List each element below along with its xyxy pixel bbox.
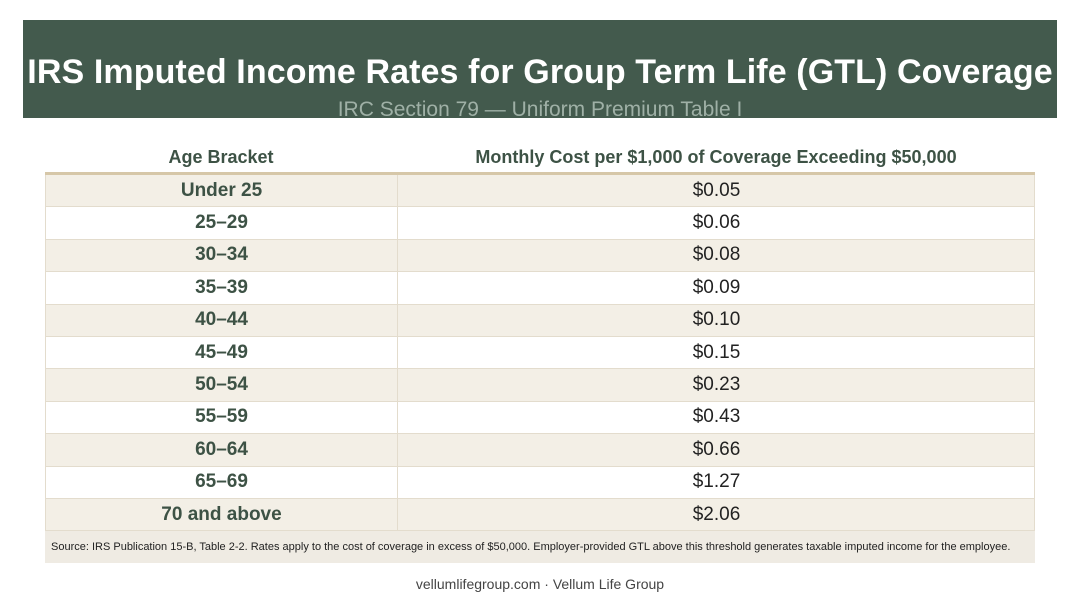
rate-cell: $0.09 [692,276,741,298]
rates-table: Age Bracket Monthly Cost per $1,000 of C… [45,140,1035,564]
rate-cell: $0.66 [692,438,741,460]
age-cell: 55–59 [46,401,398,434]
page-subtitle: IRC Section 79 — Uniform Premium Table I [337,98,743,121]
table-row: 55–59 $0.43 [46,401,1034,435]
table-row: 45–49 $0.15 [46,336,1034,370]
title-banner: IRS Imputed Income Rates for Group Term … [23,20,1057,121]
table-row: 70 and above $2.06 [46,498,1034,532]
rate-cell: $0.05 [692,179,741,201]
table-row: 50–54 $0.23 [46,369,1034,402]
table-row: 35–39 $0.09 [46,272,1034,305]
rate-cell: $0.15 [692,341,741,363]
age-cell: Under 25 [46,175,398,207]
age-cell: 45–49 [46,336,398,369]
age-cell: 50–54 [46,369,398,401]
table-row: Under 25 $0.05 [46,175,1034,208]
rate-cell: $2.06 [692,503,741,525]
table-row: 30–34 $0.08 [46,239,1034,273]
column-header-age-bracket: Age Bracket [168,147,274,167]
footer-attribution: vellumlifegroup.com · Vellum Life Group [415,576,665,592]
table-row: 60–64 $0.66 [46,434,1034,467]
table-body: Under 25 $0.05 25–29 $0.06 30–34 $0.08 3… [45,175,1035,532]
table-row: 40–44 $0.10 [46,304,1034,337]
age-cell: 40–44 [46,304,398,336]
rate-cell: $0.43 [692,406,741,428]
rate-cell: $0.08 [692,244,741,266]
table-row: 65–69 $1.27 [46,466,1034,499]
column-header-monthly-cost: Monthly Cost per $1,000 of Coverage Exce… [475,147,957,167]
age-cell: 60–64 [46,434,398,466]
rate-cell: $0.23 [692,374,741,396]
source-note: Source: IRS Publication 15-B, Table 2-2.… [45,531,1035,564]
age-cell: 65–69 [46,466,398,498]
age-cell: 70 and above [46,498,398,531]
age-cell: 25–29 [46,207,398,239]
table-row: 25–29 $0.06 [46,207,1034,240]
rate-cell: $0.06 [692,212,741,234]
rate-cell: $0.10 [692,309,741,331]
age-cell: 35–39 [46,272,398,304]
rate-cell: $1.27 [692,471,741,493]
page-title: IRS Imputed Income Rates for Group Term … [27,53,1053,91]
age-cell: 30–34 [46,239,398,272]
table-header: Age Bracket Monthly Cost per $1,000 of C… [45,140,1035,175]
